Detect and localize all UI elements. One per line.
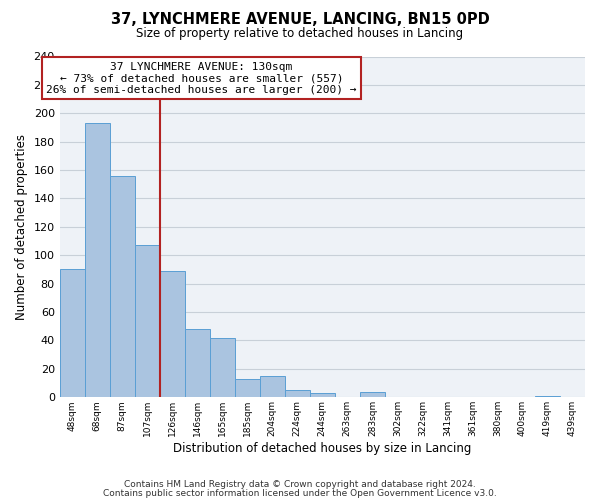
Bar <box>235 379 260 398</box>
Bar <box>135 246 160 398</box>
Bar <box>59 270 85 398</box>
Text: Contains public sector information licensed under the Open Government Licence v3: Contains public sector information licen… <box>103 488 497 498</box>
Bar <box>535 396 560 398</box>
Text: 37, LYNCHMERE AVENUE, LANCING, BN15 0PD: 37, LYNCHMERE AVENUE, LANCING, BN15 0PD <box>110 12 490 28</box>
X-axis label: Distribution of detached houses by size in Lancing: Distribution of detached houses by size … <box>173 442 472 455</box>
Bar <box>360 392 385 398</box>
Text: Contains HM Land Registry data © Crown copyright and database right 2024.: Contains HM Land Registry data © Crown c… <box>124 480 476 489</box>
Bar <box>110 176 135 398</box>
Bar <box>85 123 110 398</box>
Bar <box>310 393 335 398</box>
Bar <box>285 390 310 398</box>
Bar <box>185 329 210 398</box>
Y-axis label: Number of detached properties: Number of detached properties <box>15 134 28 320</box>
Bar <box>210 338 235 398</box>
Text: 37 LYNCHMERE AVENUE: 130sqm
← 73% of detached houses are smaller (557)
26% of se: 37 LYNCHMERE AVENUE: 130sqm ← 73% of det… <box>46 62 357 95</box>
Text: Size of property relative to detached houses in Lancing: Size of property relative to detached ho… <box>136 28 464 40</box>
Bar <box>260 376 285 398</box>
Bar <box>160 271 185 398</box>
